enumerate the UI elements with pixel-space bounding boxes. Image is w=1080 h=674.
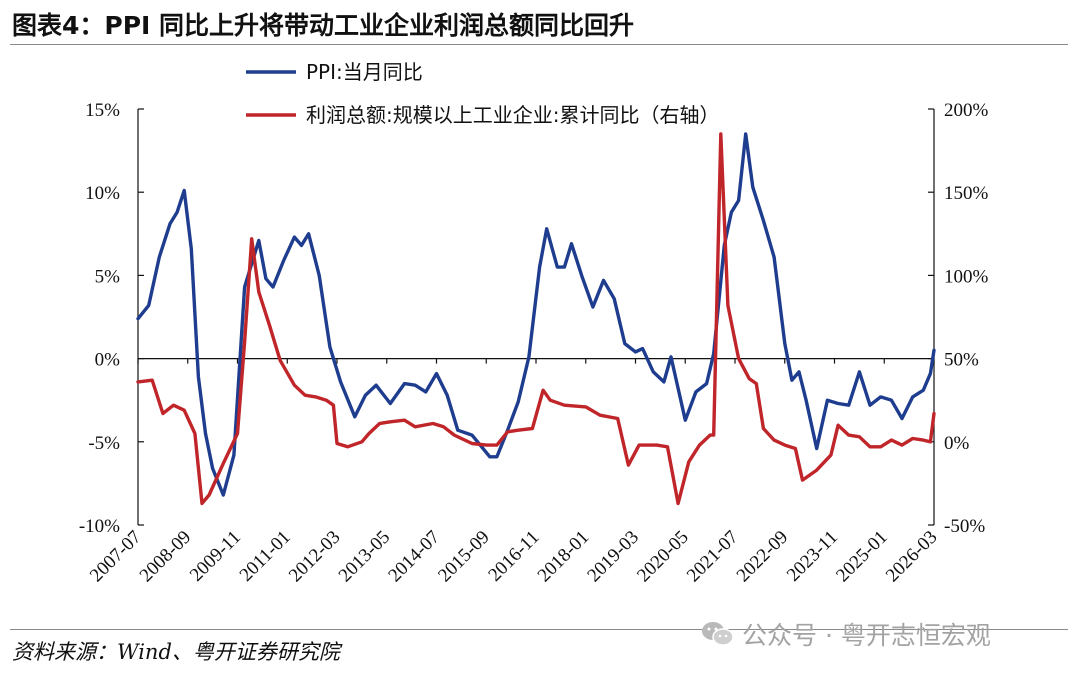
wechat-icon [702,622,734,646]
legend-label: PPI:当月同比 [306,60,423,84]
right-tick-label: 150% [944,183,989,204]
left-tick-label: -5% [88,433,120,454]
axes: 15%10%5%0%-5%-10%200%150%100%50%0%-50%20… [79,100,989,586]
x-tick-label: 2016-11 [484,527,543,586]
x-tick-label: 2019-03 [583,527,643,587]
x-tick-label: 2013-05 [335,527,395,587]
profit-series-line [136,132,936,506]
right-tick-label: 0% [944,433,970,454]
x-tick-label: 2012-03 [285,527,345,587]
right-tick-label: 100% [944,266,989,287]
x-tick-label: 2021-07 [683,527,743,587]
right-tick-label: 50% [944,350,979,371]
x-tick-label: 2026-03 [882,527,942,587]
left-tick-label: 15% [85,100,120,121]
x-tick-label: 2022-09 [733,527,793,587]
left-tick-label: 5% [95,266,121,287]
left-tick-label: 0% [95,350,121,371]
source-note: 资料来源：Wind、粤开证券研究院 [12,640,340,664]
x-tick-label: 2018-01 [534,527,594,587]
x-tick-label: 2014-07 [384,527,444,587]
x-tick-label: 2008-09 [136,527,196,587]
x-tick-label: 2025-01 [832,527,892,587]
right-tick-label: 200% [944,100,989,121]
x-tick-label: 2015-09 [434,527,494,587]
left-tick-label: 10% [85,183,120,204]
footer-divider [10,629,1068,630]
x-tick-label: 2011-01 [236,527,295,586]
title-divider [10,44,1068,45]
legend-label: 利润总额:规模以上工业企业:累计同比（右轴） [306,103,719,127]
series-layer [136,132,936,506]
right-tick-label: -50% [944,516,985,537]
watermark-text: 公众号 · 粤开志恒宏观 [742,621,991,650]
ppi-series-line [136,132,936,497]
watermark: 公众号 · 粤开志恒宏观 [700,616,991,652]
left-tick-label: -10% [79,516,120,537]
x-tick-label: 2009-11 [186,527,245,586]
chart-title: 图表4：PPI 同比上升将带动工业企业利润总额同比回升 [12,11,635,40]
x-tick-label: 2023-11 [783,527,842,586]
x-tick-label: 2020-05 [633,527,693,587]
